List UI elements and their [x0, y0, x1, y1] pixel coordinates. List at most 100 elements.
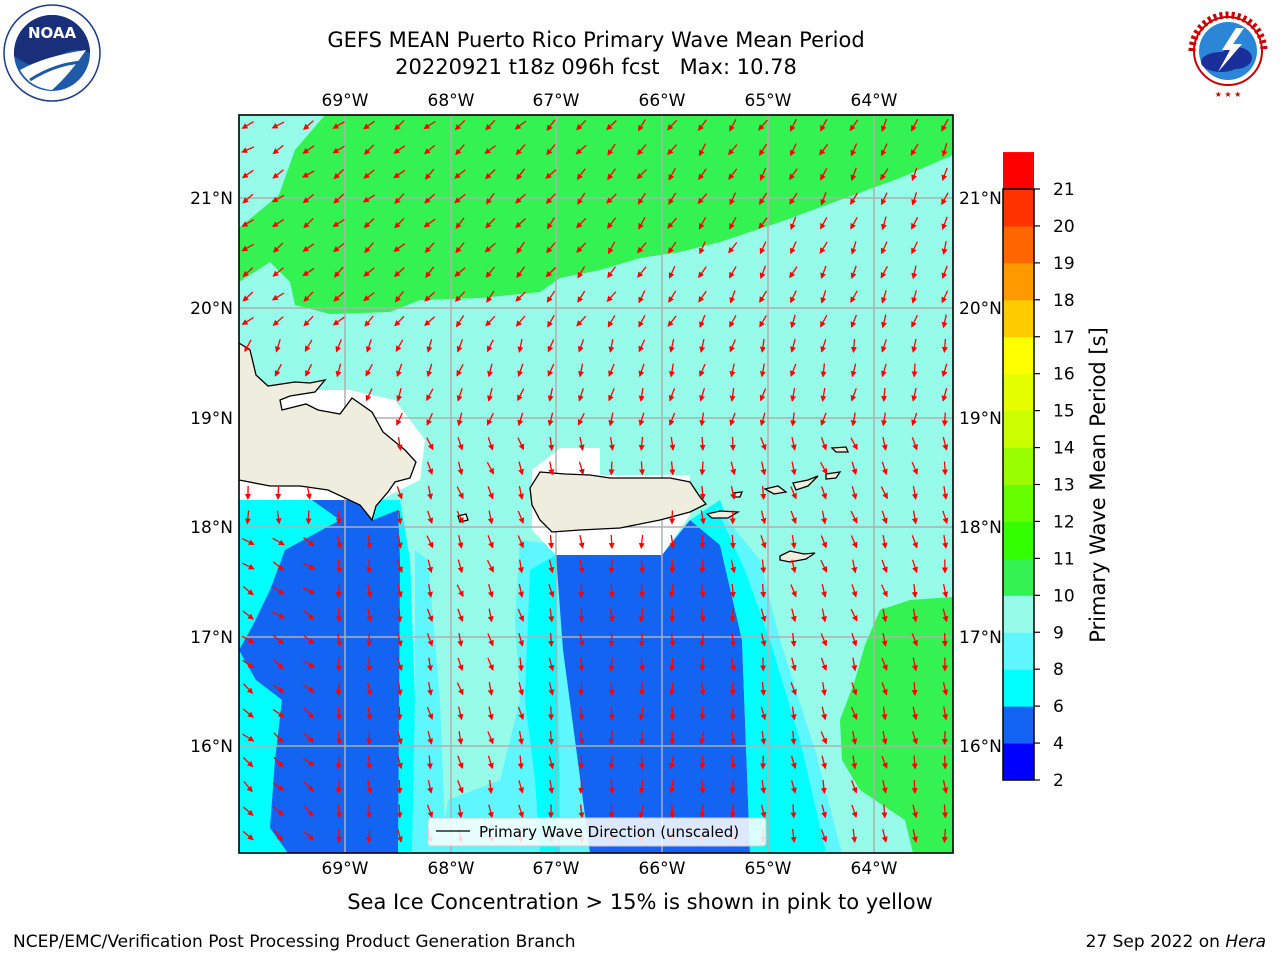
- wave-arrow: [272, 169, 284, 179]
- wave-arrow: [850, 535, 858, 549]
- wave-arrow: [820, 192, 827, 206]
- colorbar-swatch: [1003, 225, 1034, 264]
- wave-arrow: [241, 635, 255, 644]
- wave-arrow: [516, 241, 525, 254]
- wave-arrow: [638, 290, 646, 304]
- wave-arrow: [699, 363, 706, 377]
- wave-arrow: [456, 363, 464, 377]
- credit-left: NCEP/EMC/Verification Post Processing Pr…: [13, 932, 576, 952]
- wave-arrow: [547, 412, 554, 427]
- wave-arrow: [487, 363, 493, 378]
- wave-arrow: [850, 338, 857, 353]
- wave-arrow: [820, 216, 828, 230]
- wave-arrow: [426, 706, 434, 720]
- wave-arrow: [820, 290, 827, 304]
- wave-arrow: [454, 291, 466, 302]
- wave-arrow: [275, 485, 282, 500]
- wave-arrow: [456, 486, 464, 500]
- wave-arrow: [396, 632, 403, 647]
- wave-arrow: [941, 314, 948, 329]
- wave-arrow: [484, 169, 496, 180]
- wave-arrow: [427, 510, 434, 525]
- wave-arrow: [487, 510, 494, 525]
- wave-arrow: [336, 559, 343, 574]
- wave-arrow: [518, 584, 524, 598]
- wave-arrow: [911, 657, 918, 672]
- wave-arrow: [578, 363, 584, 378]
- wave-arrow: [729, 706, 736, 721]
- wave-arrow: [366, 730, 373, 745]
- lon-label: 68°W: [428, 859, 475, 879]
- wave-arrow: [454, 193, 466, 204]
- lon-label: 67°W: [533, 859, 580, 879]
- wave-arrow: [881, 436, 888, 451]
- wave-arrow: [942, 608, 949, 623]
- wave-arrow: [941, 118, 949, 132]
- wave-arrow: [606, 217, 617, 229]
- wave-arrow: [363, 291, 375, 302]
- colorbar-swatch: [1003, 447, 1034, 485]
- wave-arrow: [881, 584, 888, 598]
- wave-arrow: [514, 120, 527, 130]
- colorbar-tick-label: 19: [1053, 254, 1075, 274]
- wave-arrow: [790, 216, 797, 231]
- wave-arrow: [790, 534, 797, 549]
- wave-arrow: [366, 534, 373, 549]
- wave-arrow: [457, 608, 464, 623]
- wave-arrow: [515, 291, 526, 302]
- wave-arrow: [911, 681, 918, 696]
- wave-arrow: [638, 730, 645, 745]
- wave-arrow: [241, 538, 255, 545]
- lat-label: 18°N: [959, 518, 1002, 538]
- wave-arrow: [608, 436, 615, 451]
- wave-arrow: [912, 706, 918, 721]
- wave-arrow: [515, 315, 526, 327]
- wave-arrow: [942, 682, 949, 696]
- wave-arrow: [637, 119, 646, 132]
- wave-arrow: [881, 632, 888, 647]
- wave-arrow: [942, 437, 949, 451]
- wave-arrow: [729, 363, 736, 378]
- wave-arrow: [515, 218, 526, 229]
- wave-arrow: [457, 730, 464, 745]
- wave-arrow: [241, 121, 254, 129]
- wave-arrow: [426, 363, 433, 378]
- colorbar-tick-label: 8: [1053, 660, 1064, 680]
- wave-arrow: [941, 828, 948, 843]
- wave-arrow: [820, 265, 827, 280]
- wave-arrow: [942, 485, 949, 500]
- wave-arrow: [427, 559, 434, 574]
- wave-arrow: [577, 388, 584, 402]
- wave-arrow: [577, 339, 585, 353]
- wave-arrow: [911, 633, 918, 647]
- wave-arrow: [366, 755, 373, 770]
- wave-arrow: [423, 120, 436, 130]
- wave-arrow: [911, 216, 919, 230]
- wave-arrow: [397, 829, 403, 843]
- wave-arrow: [911, 167, 918, 182]
- wave-arrow: [547, 314, 555, 328]
- credit-date: 27 Sep 2022 on: [1085, 932, 1226, 952]
- wave-arrow: [730, 559, 737, 574]
- wave-arrow: [426, 437, 434, 451]
- wave-arrow: [729, 192, 737, 206]
- wave-arrow: [699, 412, 706, 427]
- wave-arrow: [517, 706, 525, 721]
- wave-arrow: [485, 266, 496, 278]
- wave-arrow: [242, 733, 255, 742]
- wave-arrow: [362, 194, 376, 203]
- wave-arrow: [881, 559, 888, 574]
- wave-arrow: [274, 339, 281, 353]
- wave-arrow: [697, 119, 707, 131]
- wave-arrow: [820, 339, 827, 353]
- wave-arrow: [698, 266, 707, 279]
- wave-arrow: [911, 388, 918, 402]
- colorbar-swatch: [1003, 743, 1034, 781]
- wave-arrow: [942, 583, 949, 598]
- wave-arrow: [272, 586, 285, 595]
- wave-arrow: [363, 169, 375, 179]
- wave-arrow: [820, 461, 828, 475]
- wave-arrow: [668, 388, 676, 402]
- wave-arrow: [241, 169, 254, 179]
